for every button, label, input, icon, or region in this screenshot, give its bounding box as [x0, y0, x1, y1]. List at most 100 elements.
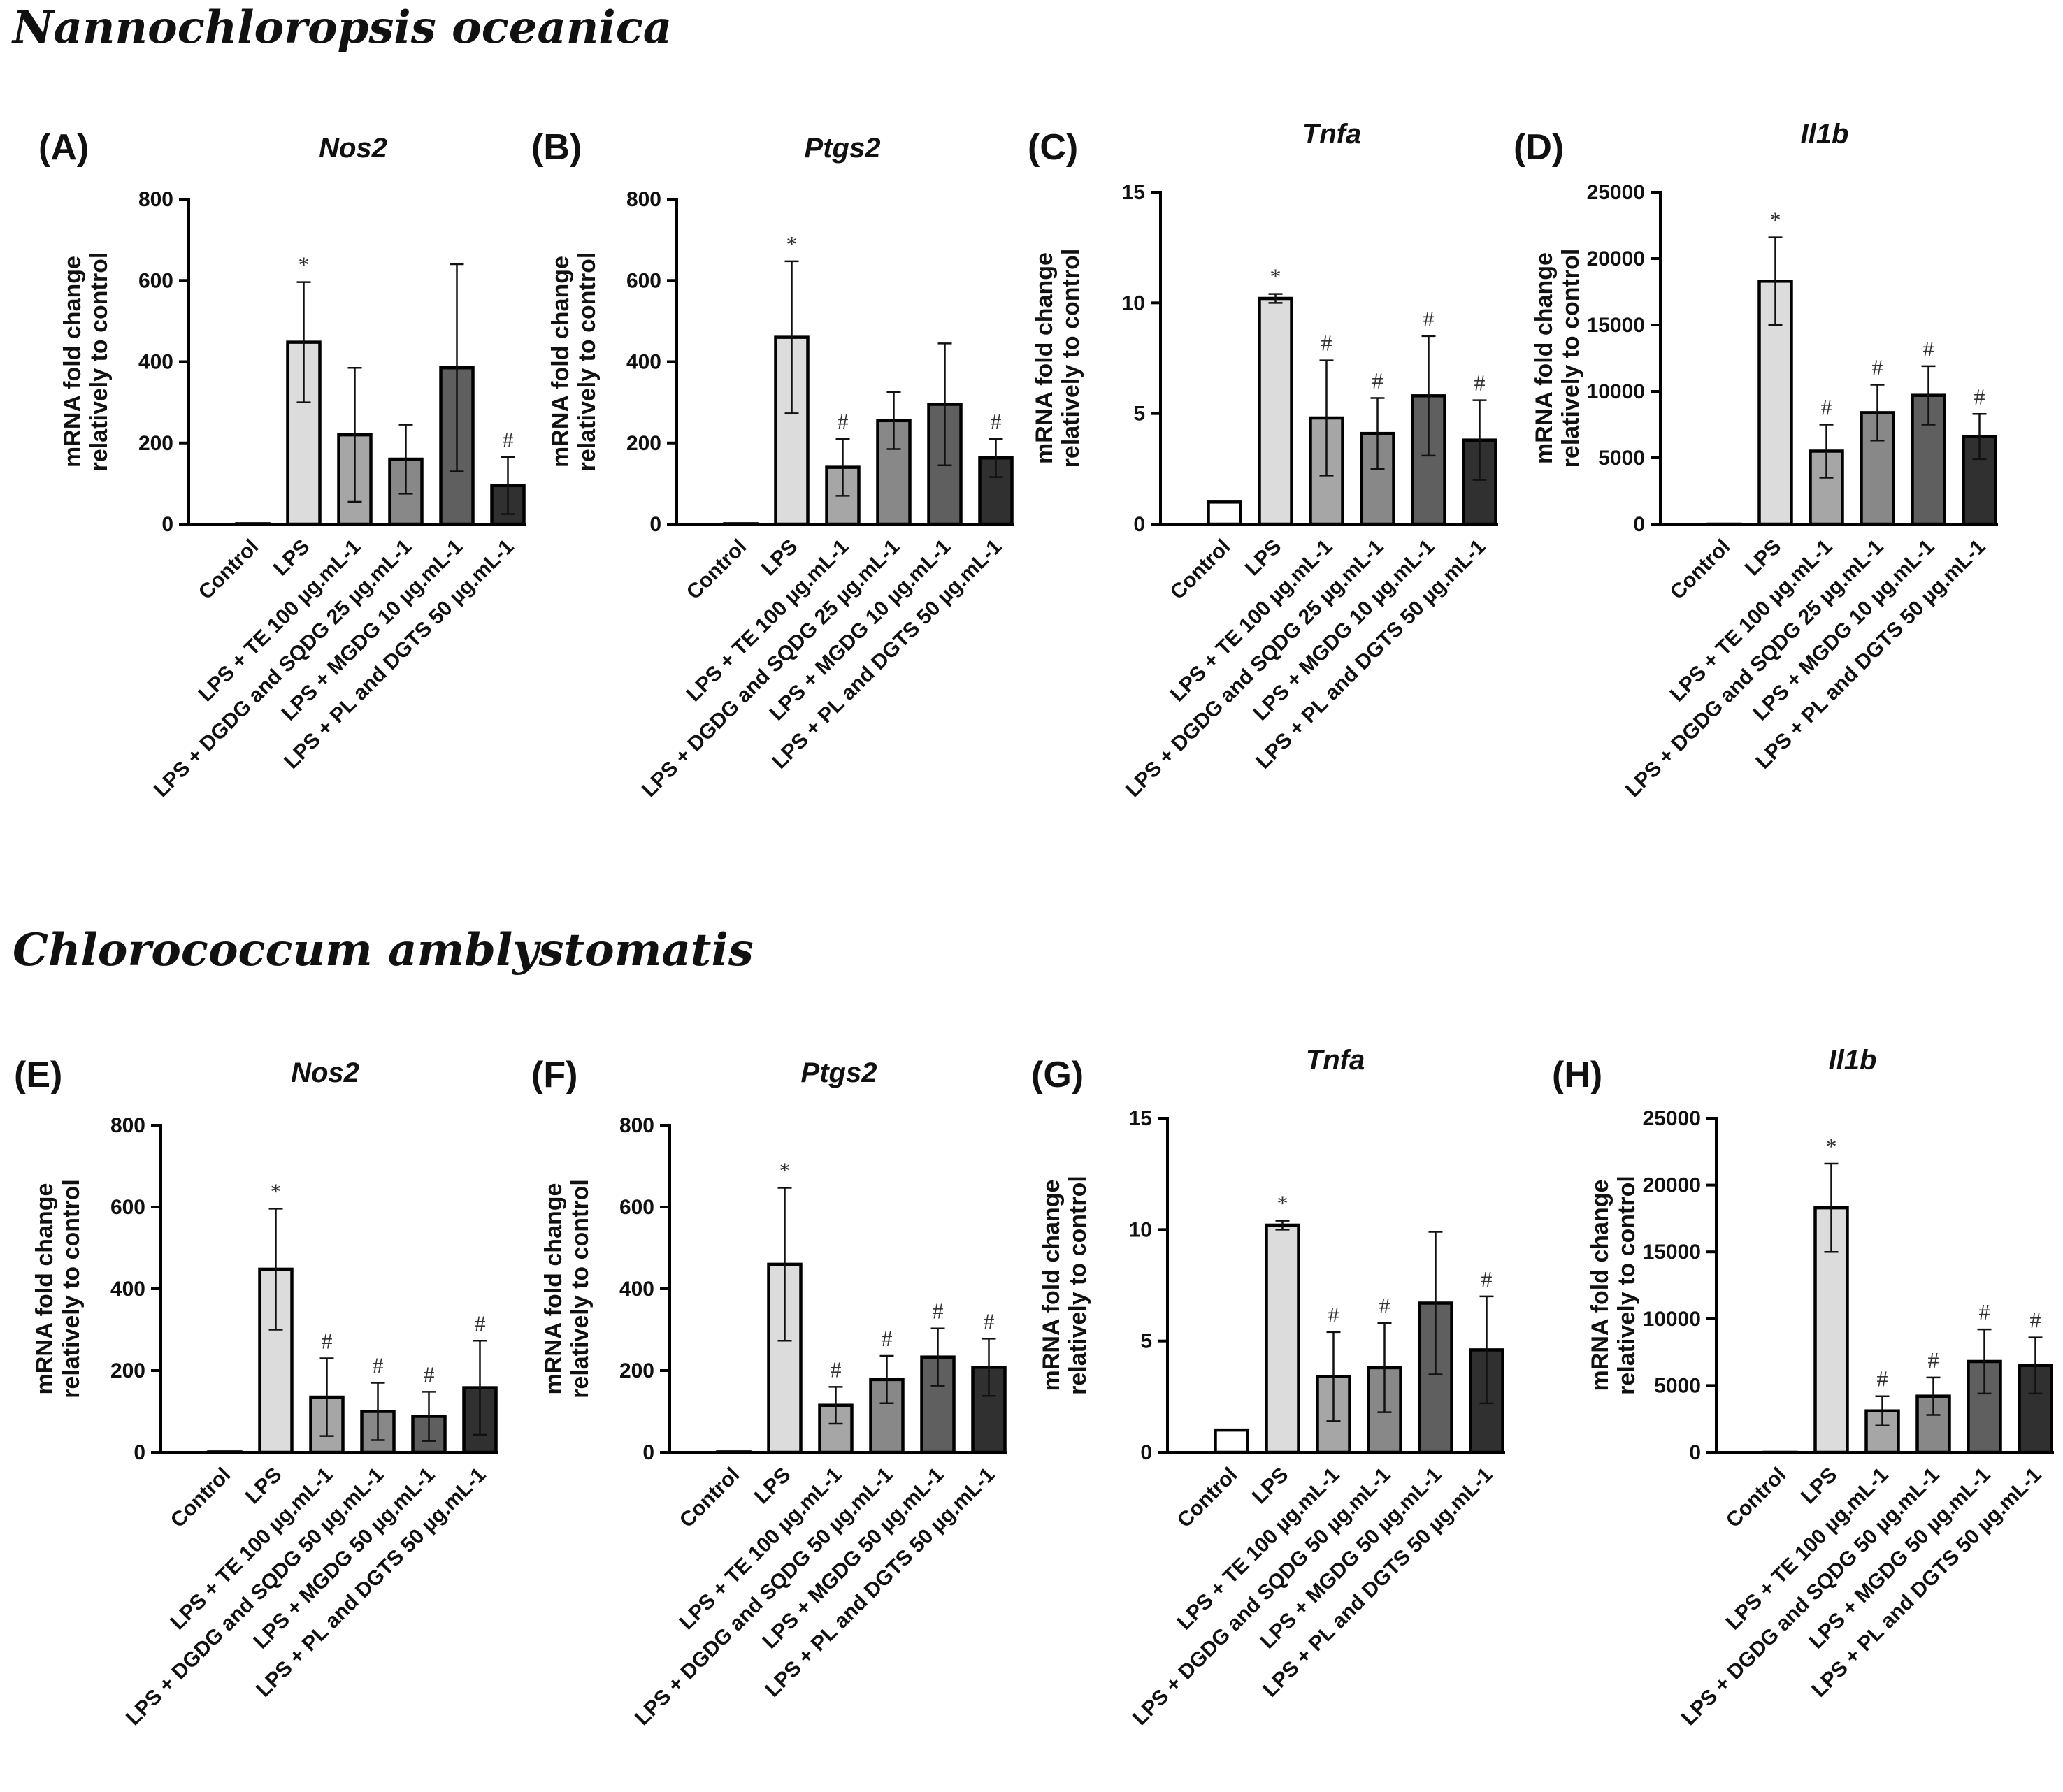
- y-axis-label: mRNA fold changerelatively to control: [547, 252, 601, 472]
- significance-mark: #: [1928, 1347, 1939, 1373]
- chart-panel: (H) Il1b mRNA fold changerelatively to con…: [1552, 1045, 2054, 1730]
- significance-mark: #: [984, 1308, 995, 1334]
- y-axis-label-line: mRNA fold change: [1038, 1180, 1065, 1392]
- significance-mark: #: [933, 1299, 944, 1324]
- significance-mark: *: [1277, 1191, 1288, 1216]
- panel-label: (E): [14, 1055, 62, 1095]
- chart-title: Nos2: [319, 133, 387, 164]
- chart-title: Ptgs2: [805, 133, 881, 164]
- y-tick-label: 15000: [1643, 1241, 1701, 1264]
- panel-label: (F): [531, 1055, 577, 1095]
- chart-panel: (C) Tnfa mRNA fold changerelatively to con…: [1028, 119, 1498, 802]
- significance-mark: #: [424, 1361, 435, 1387]
- y-axis-label: mRNA fold changerelatively to control: [31, 1179, 85, 1399]
- y-tick-label: 25000: [1587, 181, 1645, 204]
- significance-mark: #: [503, 427, 514, 452]
- bar-2: [1265, 1223, 1300, 1454]
- significance-mark: #: [838, 409, 849, 434]
- bar-6: [2018, 1364, 2053, 1454]
- x-tick-label: LPS: [269, 535, 315, 581]
- significance-mark: #: [1974, 384, 1985, 409]
- y-tick-label: 0: [161, 513, 173, 536]
- y-axis-label: mRNA fold changerelatively to control: [540, 1179, 594, 1399]
- y-tick-label: 15000: [1587, 314, 1645, 337]
- bar-5: [1418, 1301, 1453, 1454]
- y-tick-label: 10: [1122, 291, 1145, 315]
- significance-mark: #: [1379, 1293, 1390, 1318]
- y-tick-label: 5: [1133, 403, 1145, 426]
- y-tick-label: 0: [1140, 1441, 1152, 1464]
- significance-mark: #: [475, 1310, 486, 1336]
- panel-label: (A): [38, 127, 89, 168]
- y-tick-label: 0: [642, 1441, 654, 1464]
- panel-label: (G): [1031, 1055, 1084, 1095]
- panel-label: (D): [1514, 127, 1564, 168]
- y-tick-label: 200: [619, 1359, 654, 1382]
- chart-title: Il1b: [1829, 1045, 1877, 1076]
- y-axis-label: mRNA fold changerelatively to control: [1038, 1176, 1091, 1395]
- x-tick-label: Control: [1666, 535, 1735, 605]
- chart-panel: (E) Nos2 mRNA fold changerelatively to con…: [14, 1055, 498, 1730]
- y-tick-label: 5000: [1654, 1374, 1701, 1397]
- significance-mark: #: [1877, 1366, 1888, 1392]
- y-axis-label-line: relatively to control: [86, 252, 113, 472]
- significance-mark: #: [1923, 336, 1934, 361]
- panel-label: (B): [531, 127, 582, 168]
- y-tick-label: 10: [1129, 1218, 1152, 1241]
- significance-mark: #: [1821, 395, 1832, 420]
- y-axis-label-line: mRNA fold change: [1531, 252, 1558, 464]
- x-tick-label: LPS: [750, 1464, 796, 1509]
- y-axis-label-line: mRNA fold change: [31, 1183, 58, 1395]
- significance-mark: #: [1328, 1302, 1339, 1327]
- bar-1: [723, 522, 759, 526]
- x-tick-label: LPS: [1248, 1464, 1293, 1509]
- y-axis-label-line: mRNA fold change: [1587, 1180, 1613, 1392]
- significance-mark: *: [779, 1158, 791, 1183]
- x-tick-label: Control: [194, 535, 264, 605]
- y-tick-label: 15: [1122, 181, 1145, 204]
- y-tick-label: 200: [110, 1359, 145, 1382]
- y-tick-label: 600: [626, 269, 661, 292]
- significance-mark: *: [786, 231, 798, 256]
- bar-2: [1258, 296, 1293, 526]
- y-axis-label: mRNA fold changerelatively to control: [1587, 1176, 1640, 1395]
- y-tick-label: 0: [1633, 513, 1645, 536]
- significance-mark: #: [1372, 368, 1383, 393]
- y-tick-label: 5000: [1598, 447, 1645, 470]
- y-tick-label: 5: [1140, 1330, 1152, 1353]
- significance-mark: #: [1481, 1266, 1493, 1292]
- y-axis-label: mRNA fold changerelatively to control: [1531, 249, 1584, 468]
- chart-title: Tnfa: [1306, 1045, 1365, 1076]
- y-tick-label: 600: [138, 269, 173, 292]
- chart-title: Ptgs2: [801, 1057, 877, 1088]
- significance-mark: *: [1770, 208, 1781, 233]
- y-tick-label: 600: [110, 1196, 145, 1219]
- y-axis-label-line: relatively to control: [1058, 249, 1084, 468]
- y-tick-label: 800: [619, 1114, 654, 1137]
- y-tick-label: 10000: [1587, 380, 1645, 403]
- significance-mark: #: [1423, 306, 1435, 331]
- bar-2: [1757, 280, 1793, 526]
- bar-4: [869, 1378, 905, 1454]
- y-tick-label: 800: [110, 1114, 145, 1137]
- y-tick-label: 800: [138, 188, 173, 211]
- bar-2: [286, 340, 322, 526]
- chart-panel: (G) Tnfa mRNA fold changerelatively to con…: [1031, 1045, 1505, 1730]
- bar-1: [235, 522, 271, 526]
- y-axis-label-line: relatively to control: [1558, 249, 1584, 468]
- y-axis-label-line: mRNA fold change: [59, 256, 86, 468]
- x-tick-label: Control: [1166, 535, 1235, 605]
- x-tick-label: Control: [166, 1464, 236, 1533]
- y-tick-label: 800: [626, 188, 661, 211]
- y-axis-label-line: mRNA fold change: [540, 1183, 567, 1395]
- y-tick-label: 0: [1133, 513, 1145, 536]
- y-axis-label-line: relatively to control: [567, 1179, 594, 1399]
- bar-1: [1214, 1428, 1249, 1454]
- y-axis-label-line: relatively to control: [1065, 1176, 1091, 1395]
- x-tick-label: LPS: [1741, 535, 1786, 581]
- x-tick-label: Control: [675, 1464, 745, 1533]
- y-tick-label: 400: [110, 1278, 145, 1301]
- chart-panel: (D) Il1b mRNA fold changerelatively to con…: [1514, 119, 1998, 802]
- significance-mark: *: [299, 252, 310, 277]
